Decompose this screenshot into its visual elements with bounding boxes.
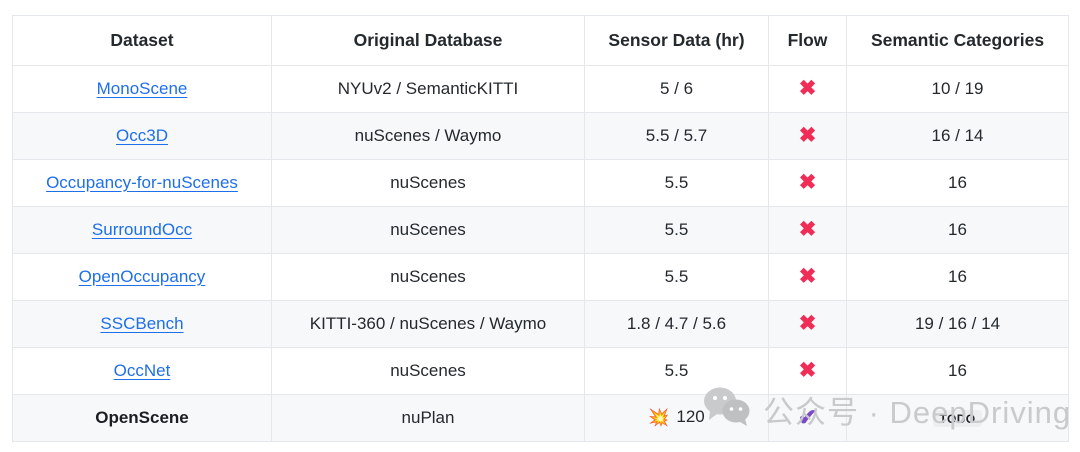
dataset-comparison-table: Dataset Original Database Sensor Data (h… [12, 15, 1069, 442]
cell-original-database: NYUv2 / SemanticKITTI [271, 65, 585, 113]
table-row: SurroundOcc nuScenes 5.5 ✖ 16 [12, 206, 1069, 254]
cell-original-database: KITTI-360 / nuScenes / Waymo [271, 300, 585, 348]
cell-dataset: Occ3D [12, 112, 272, 160]
cell-sensor-data: 5 / 6 [584, 65, 769, 113]
table-body: MonoScene NYUv2 / SemanticKITTI 5 / 6 ✖ 10 /… [12, 65, 1069, 442]
cell-original-database: nuScenes [271, 159, 585, 207]
cross-icon: ✖ [798, 170, 817, 194]
cell-semantic-categories: 16 [846, 347, 1069, 395]
cell-original-database: nuScenes / Waymo [271, 112, 585, 160]
cross-icon: ✖ [798, 358, 817, 382]
check-icon: ✔ [797, 403, 818, 430]
cell-flow: ✖ [768, 253, 847, 301]
dataset-link[interactable]: SurroundOcc [91, 219, 193, 239]
cell-semantic-categories: 10 / 19 [846, 65, 1069, 113]
cell-semantic-categories: TODO [846, 394, 1069, 442]
cell-sensor-data: 5.5 / 5.7 [584, 112, 769, 160]
table-header: Dataset Original Database Sensor Data (h… [12, 15, 1069, 66]
table-header-row: Dataset Original Database Sensor Data (h… [12, 15, 1069, 66]
cell-semantic-categories: 16 [846, 206, 1069, 254]
dataset-link[interactable]: OpenOccupancy [78, 266, 206, 286]
boom-icon: 💥 [648, 408, 670, 428]
cell-dataset: Occupancy-for-nuScenes [12, 159, 272, 207]
table-row: SSCBench KITTI-360 / nuScenes / Waymo 1.8 … [12, 300, 1069, 348]
cell-original-database: nuScenes [271, 347, 585, 395]
cross-icon: ✖ [798, 264, 817, 288]
cell-flow: ✖ [768, 206, 847, 254]
column-header-database: Original Database [271, 15, 585, 66]
cell-dataset: OccNet [12, 347, 272, 395]
cell-sensor-data: 💥 120 [584, 394, 769, 442]
cell-original-database: nuPlan [271, 394, 585, 442]
table-row: Occ3D nuScenes / Waymo 5.5 / 5.7 ✖ 16 / 14 [12, 112, 1069, 160]
cell-flow: ✖ [768, 112, 847, 160]
cell-dataset: SSCBench [12, 300, 272, 348]
dataset-comparison-table-container: Dataset Original Database Sensor Data (h… [12, 15, 1069, 442]
dataset-link[interactable]: MonoScene [96, 78, 188, 98]
cell-semantic-categories: 19 / 16 / 14 [846, 300, 1069, 348]
cell-semantic-categories: 16 [846, 159, 1069, 207]
cell-flow: ✖ [768, 347, 847, 395]
cell-flow: ✖ [768, 300, 847, 348]
cross-icon: ✖ [798, 217, 817, 241]
column-header-flow: Flow [768, 15, 847, 66]
cell-sensor-data: 5.5 [584, 159, 769, 207]
dataset-label: OpenScene [95, 407, 189, 427]
table-row: MonoScene NYUv2 / SemanticKITTI 5 / 6 ✖ 10 /… [12, 65, 1069, 113]
dataset-link[interactable]: Occupancy-for-nuScenes [46, 172, 238, 192]
dataset-link[interactable]: SSCBench [100, 313, 184, 333]
cell-original-database: nuScenes [271, 253, 585, 301]
column-header-sensor: Sensor Data (hr) [584, 15, 769, 66]
status-badge: TODO [933, 409, 982, 427]
cell-dataset: OpenOccupancy [12, 253, 272, 301]
cell-flow: ✔ [768, 394, 847, 442]
cell-sensor-data: 5.5 [584, 347, 769, 395]
cross-icon: ✖ [798, 123, 817, 147]
table-row: OpenScene nuPlan 💥 120 ✔ TODO [12, 394, 1069, 442]
cell-original-database: nuScenes [271, 206, 585, 254]
cell-dataset: MonoScene [12, 65, 272, 113]
cell-semantic-categories: 16 / 14 [846, 112, 1069, 160]
cell-flow: ✖ [768, 159, 847, 207]
cell-semantic-categories: 16 [846, 253, 1069, 301]
cell-sensor-data: 5.5 [584, 253, 769, 301]
column-header-dataset: Dataset [12, 15, 272, 66]
cell-sensor-data: 5.5 [584, 206, 769, 254]
cell-dataset: SurroundOcc [12, 206, 272, 254]
table-row: OpenOccupancy nuScenes 5.5 ✖ 16 [12, 253, 1069, 301]
cross-icon: ✖ [798, 76, 817, 100]
cell-sensor-data: 1.8 / 4.7 / 5.6 [584, 300, 769, 348]
dataset-link[interactable]: OccNet [113, 360, 171, 380]
table-row: OccNet nuScenes 5.5 ✖ 16 [12, 347, 1069, 395]
cell-dataset: OpenScene [12, 394, 272, 442]
table-row: Occupancy-for-nuScenes nuScenes 5.5 ✖ 16 [12, 159, 1069, 207]
column-header-semantic: Semantic Categories [846, 15, 1069, 66]
cross-icon: ✖ [798, 311, 817, 335]
sensor-hours-value: 120 [676, 407, 705, 427]
cell-flow: ✖ [768, 65, 847, 113]
dataset-link[interactable]: Occ3D [116, 125, 168, 145]
